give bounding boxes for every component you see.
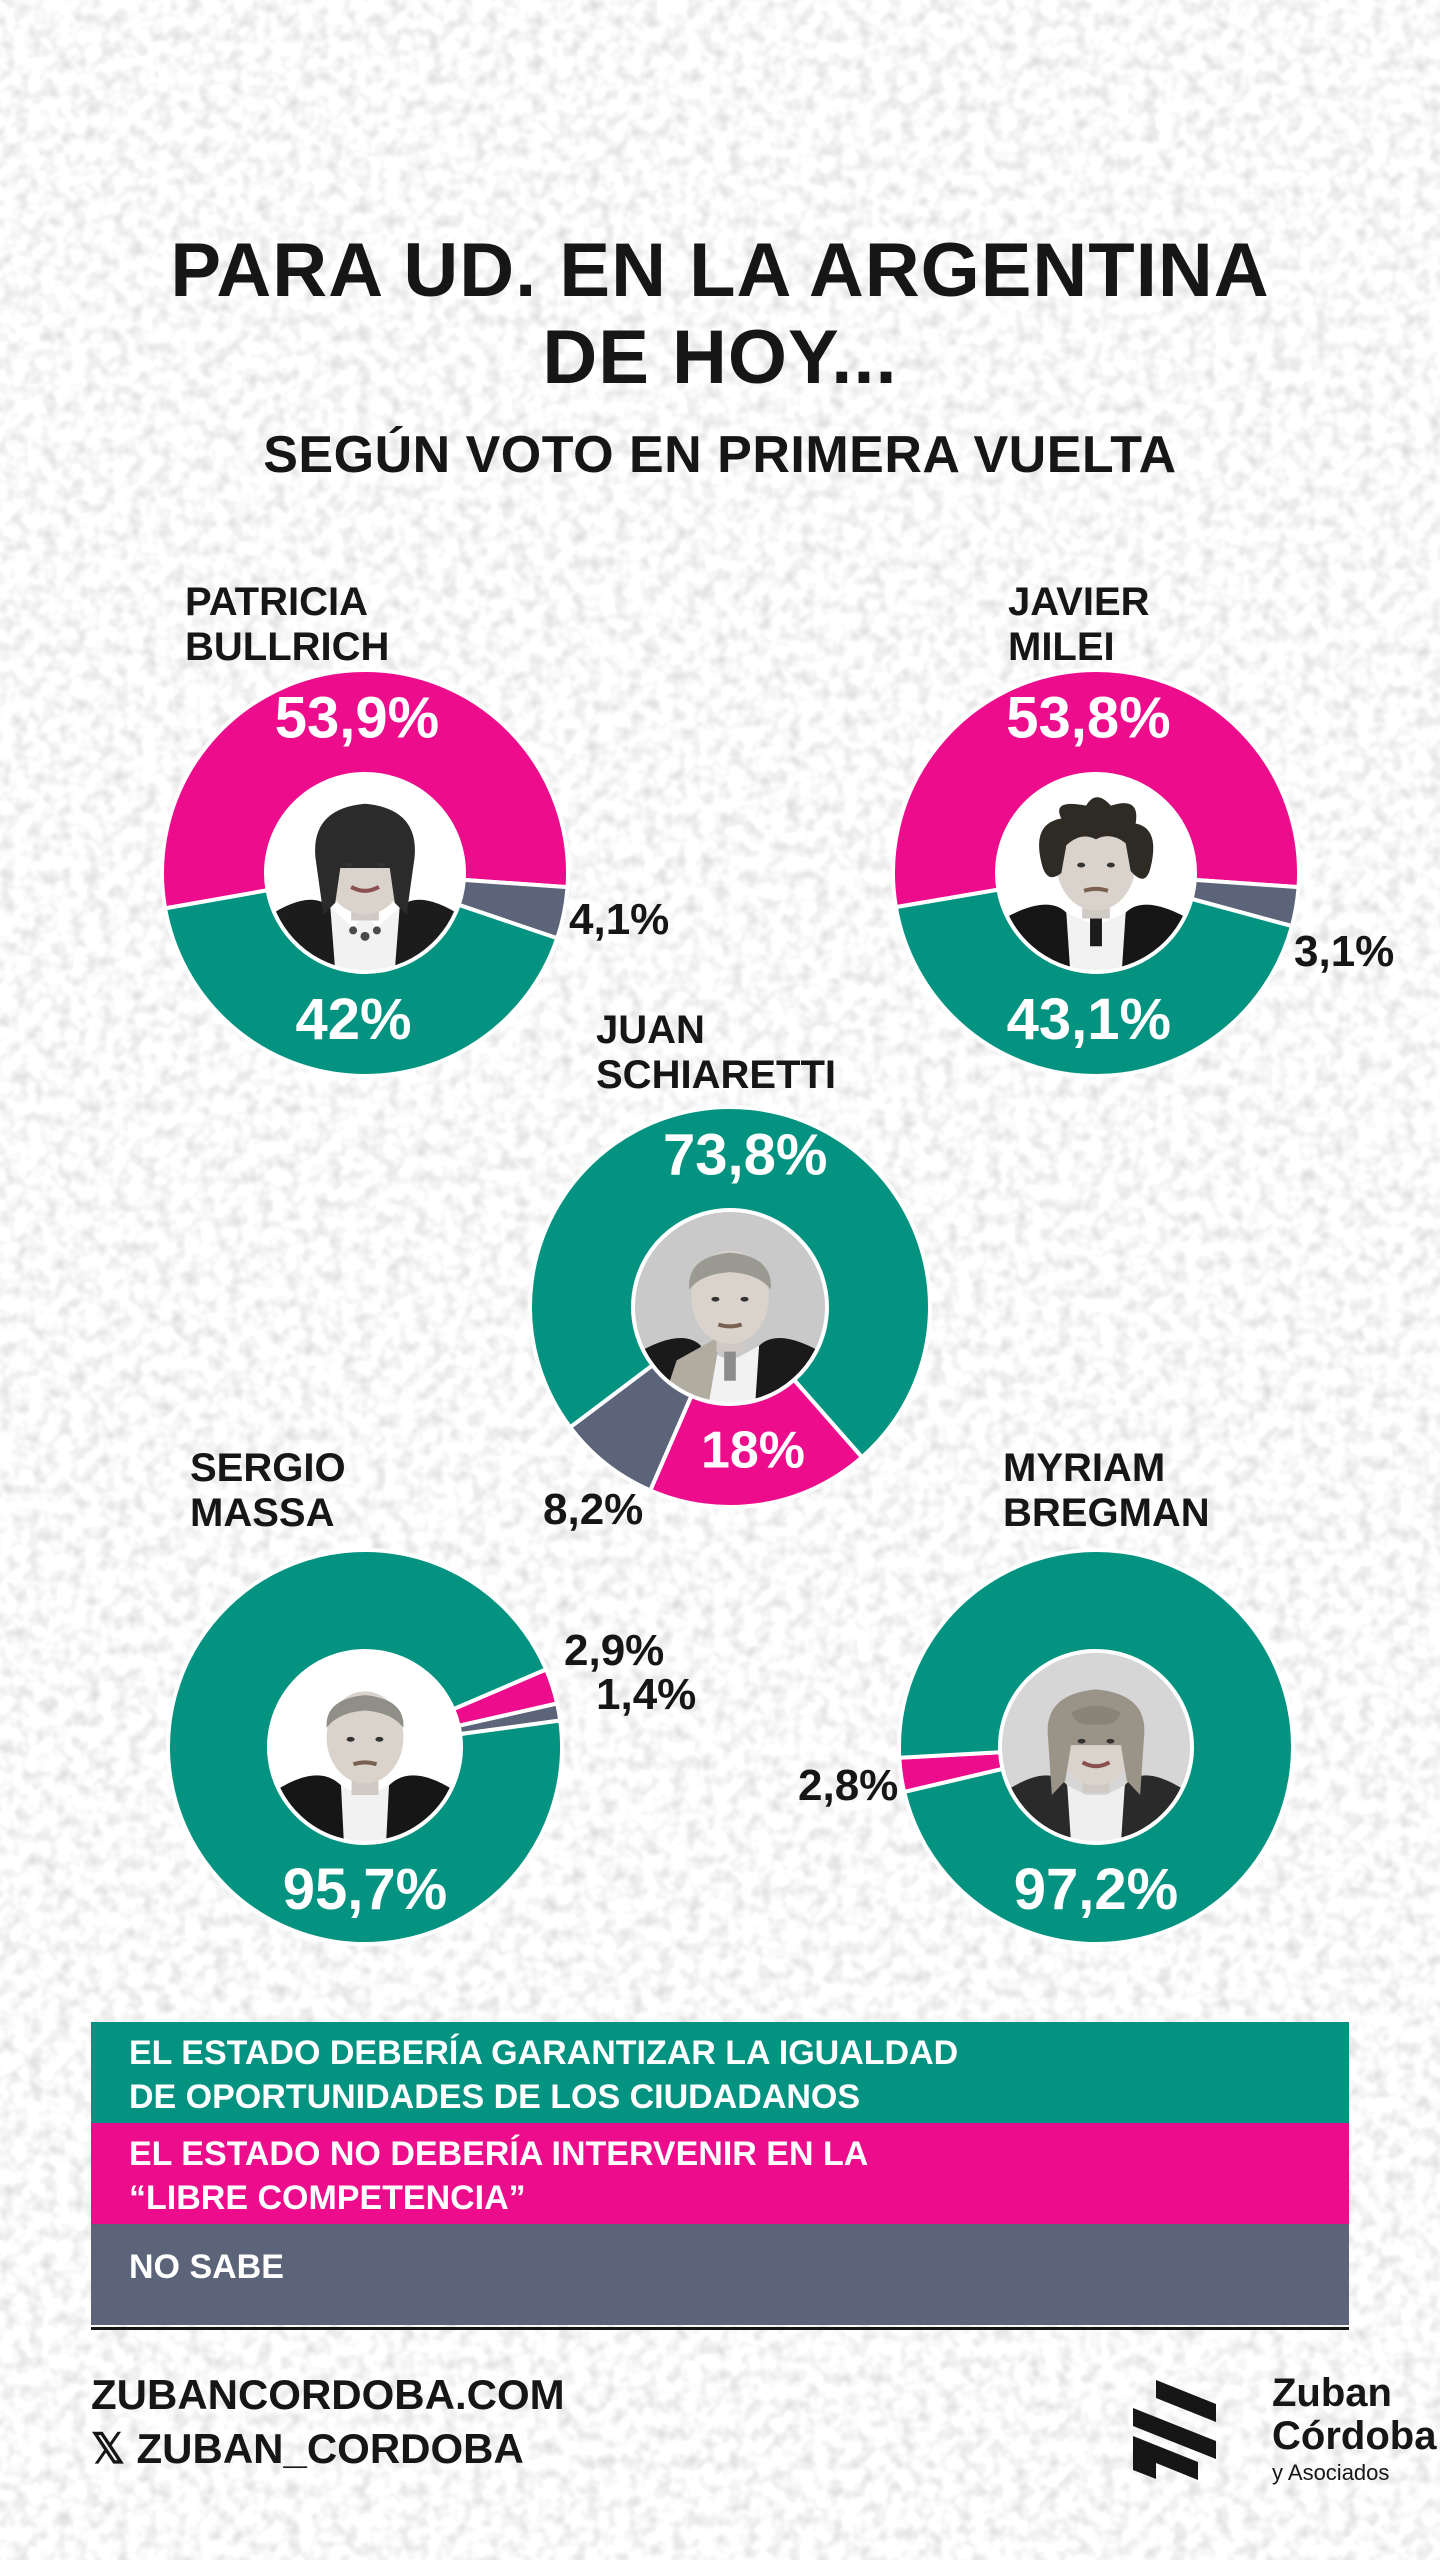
svg-text:95,7%: 95,7% [283,1857,447,1922]
svg-text:1,4%: 1,4% [596,1670,696,1719]
svg-text:3,1%: 3,1% [1294,927,1394,976]
svg-text:53,9%: 53,9% [275,686,439,751]
svg-text:43,1%: 43,1% [1007,987,1171,1052]
svg-text:42%: 42% [295,987,411,1052]
svg-text:97,2%: 97,2% [1014,1857,1178,1922]
svg-text:18%: 18% [701,1421,805,1479]
svg-text:73,8%: 73,8% [663,1123,827,1188]
svg-text:8,2%: 8,2% [543,1485,643,1534]
svg-text:2,9%: 2,9% [564,1626,664,1675]
svg-text:53,8%: 53,8% [1006,686,1170,751]
svg-text:4,1%: 4,1% [569,895,669,944]
svg-text:2,8%: 2,8% [798,1761,898,1810]
